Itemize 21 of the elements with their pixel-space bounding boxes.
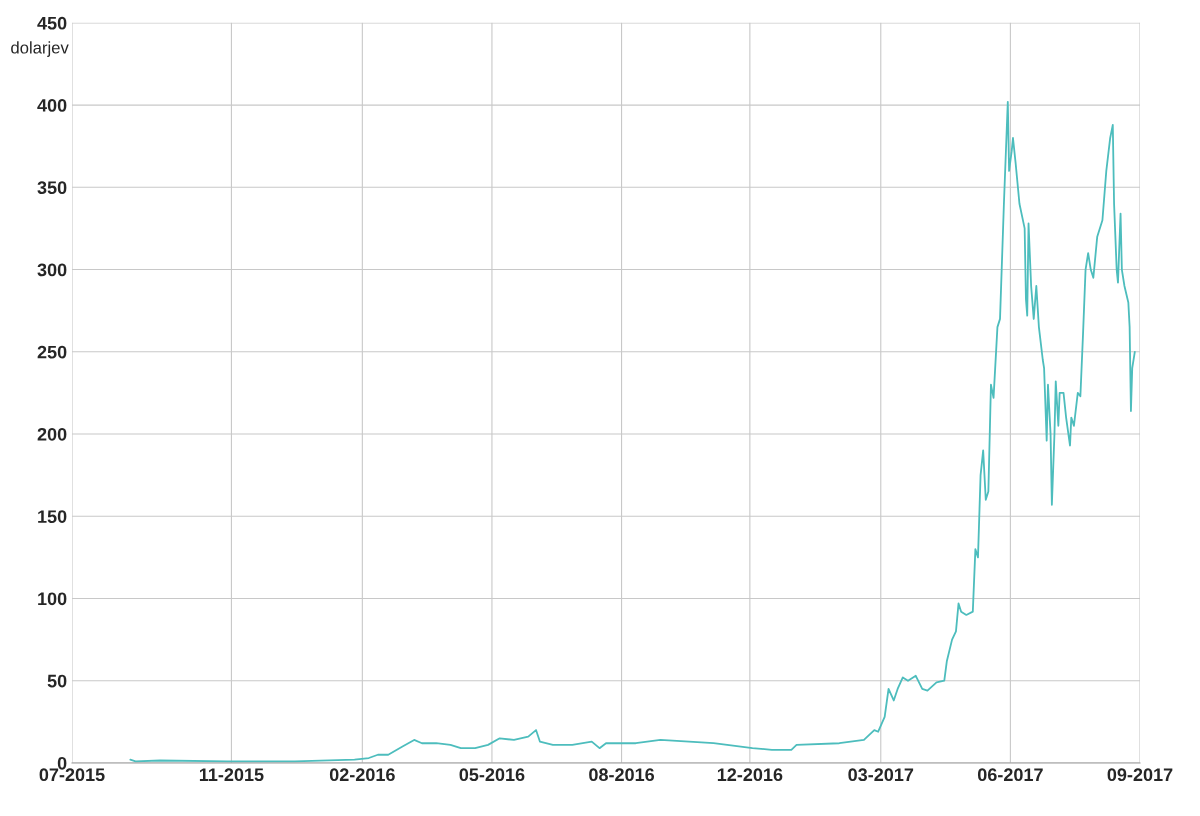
line-series <box>129 100 1136 763</box>
x-tick-label: 07-2015 <box>39 768 105 782</box>
x-tick-label: 12-2016 <box>717 768 783 782</box>
y-tick-label: 250 <box>37 345 67 359</box>
y-tick-label: 150 <box>38 510 67 523</box>
y-tick-label: 400 <box>37 99 67 112</box>
y-tick-label: 200 <box>37 427 67 441</box>
y-tick-label: 350 <box>37 181 67 195</box>
x-tick-label: 08-2016 <box>589 768 655 782</box>
y-tick-label: 100 <box>38 592 67 606</box>
x-tick-label: 06-2017 <box>977 768 1043 782</box>
y-tick-label: 50 <box>47 674 67 688</box>
x-tick-label: 11-2015 <box>199 768 264 782</box>
y-tick-label: 300 <box>37 263 67 277</box>
x-tick-label: 02-2016 <box>329 768 395 782</box>
y-axis-title: dolarjev <box>11 41 69 57</box>
y-tick-label: 450 <box>37 16 67 30</box>
x-tick-label: 09-2017 <box>1107 768 1173 782</box>
y-tick-label: 0 <box>57 756 67 770</box>
x-tick-label: 05-2016 <box>459 768 525 782</box>
x-tick-label: 03-2017 <box>848 768 914 782</box>
